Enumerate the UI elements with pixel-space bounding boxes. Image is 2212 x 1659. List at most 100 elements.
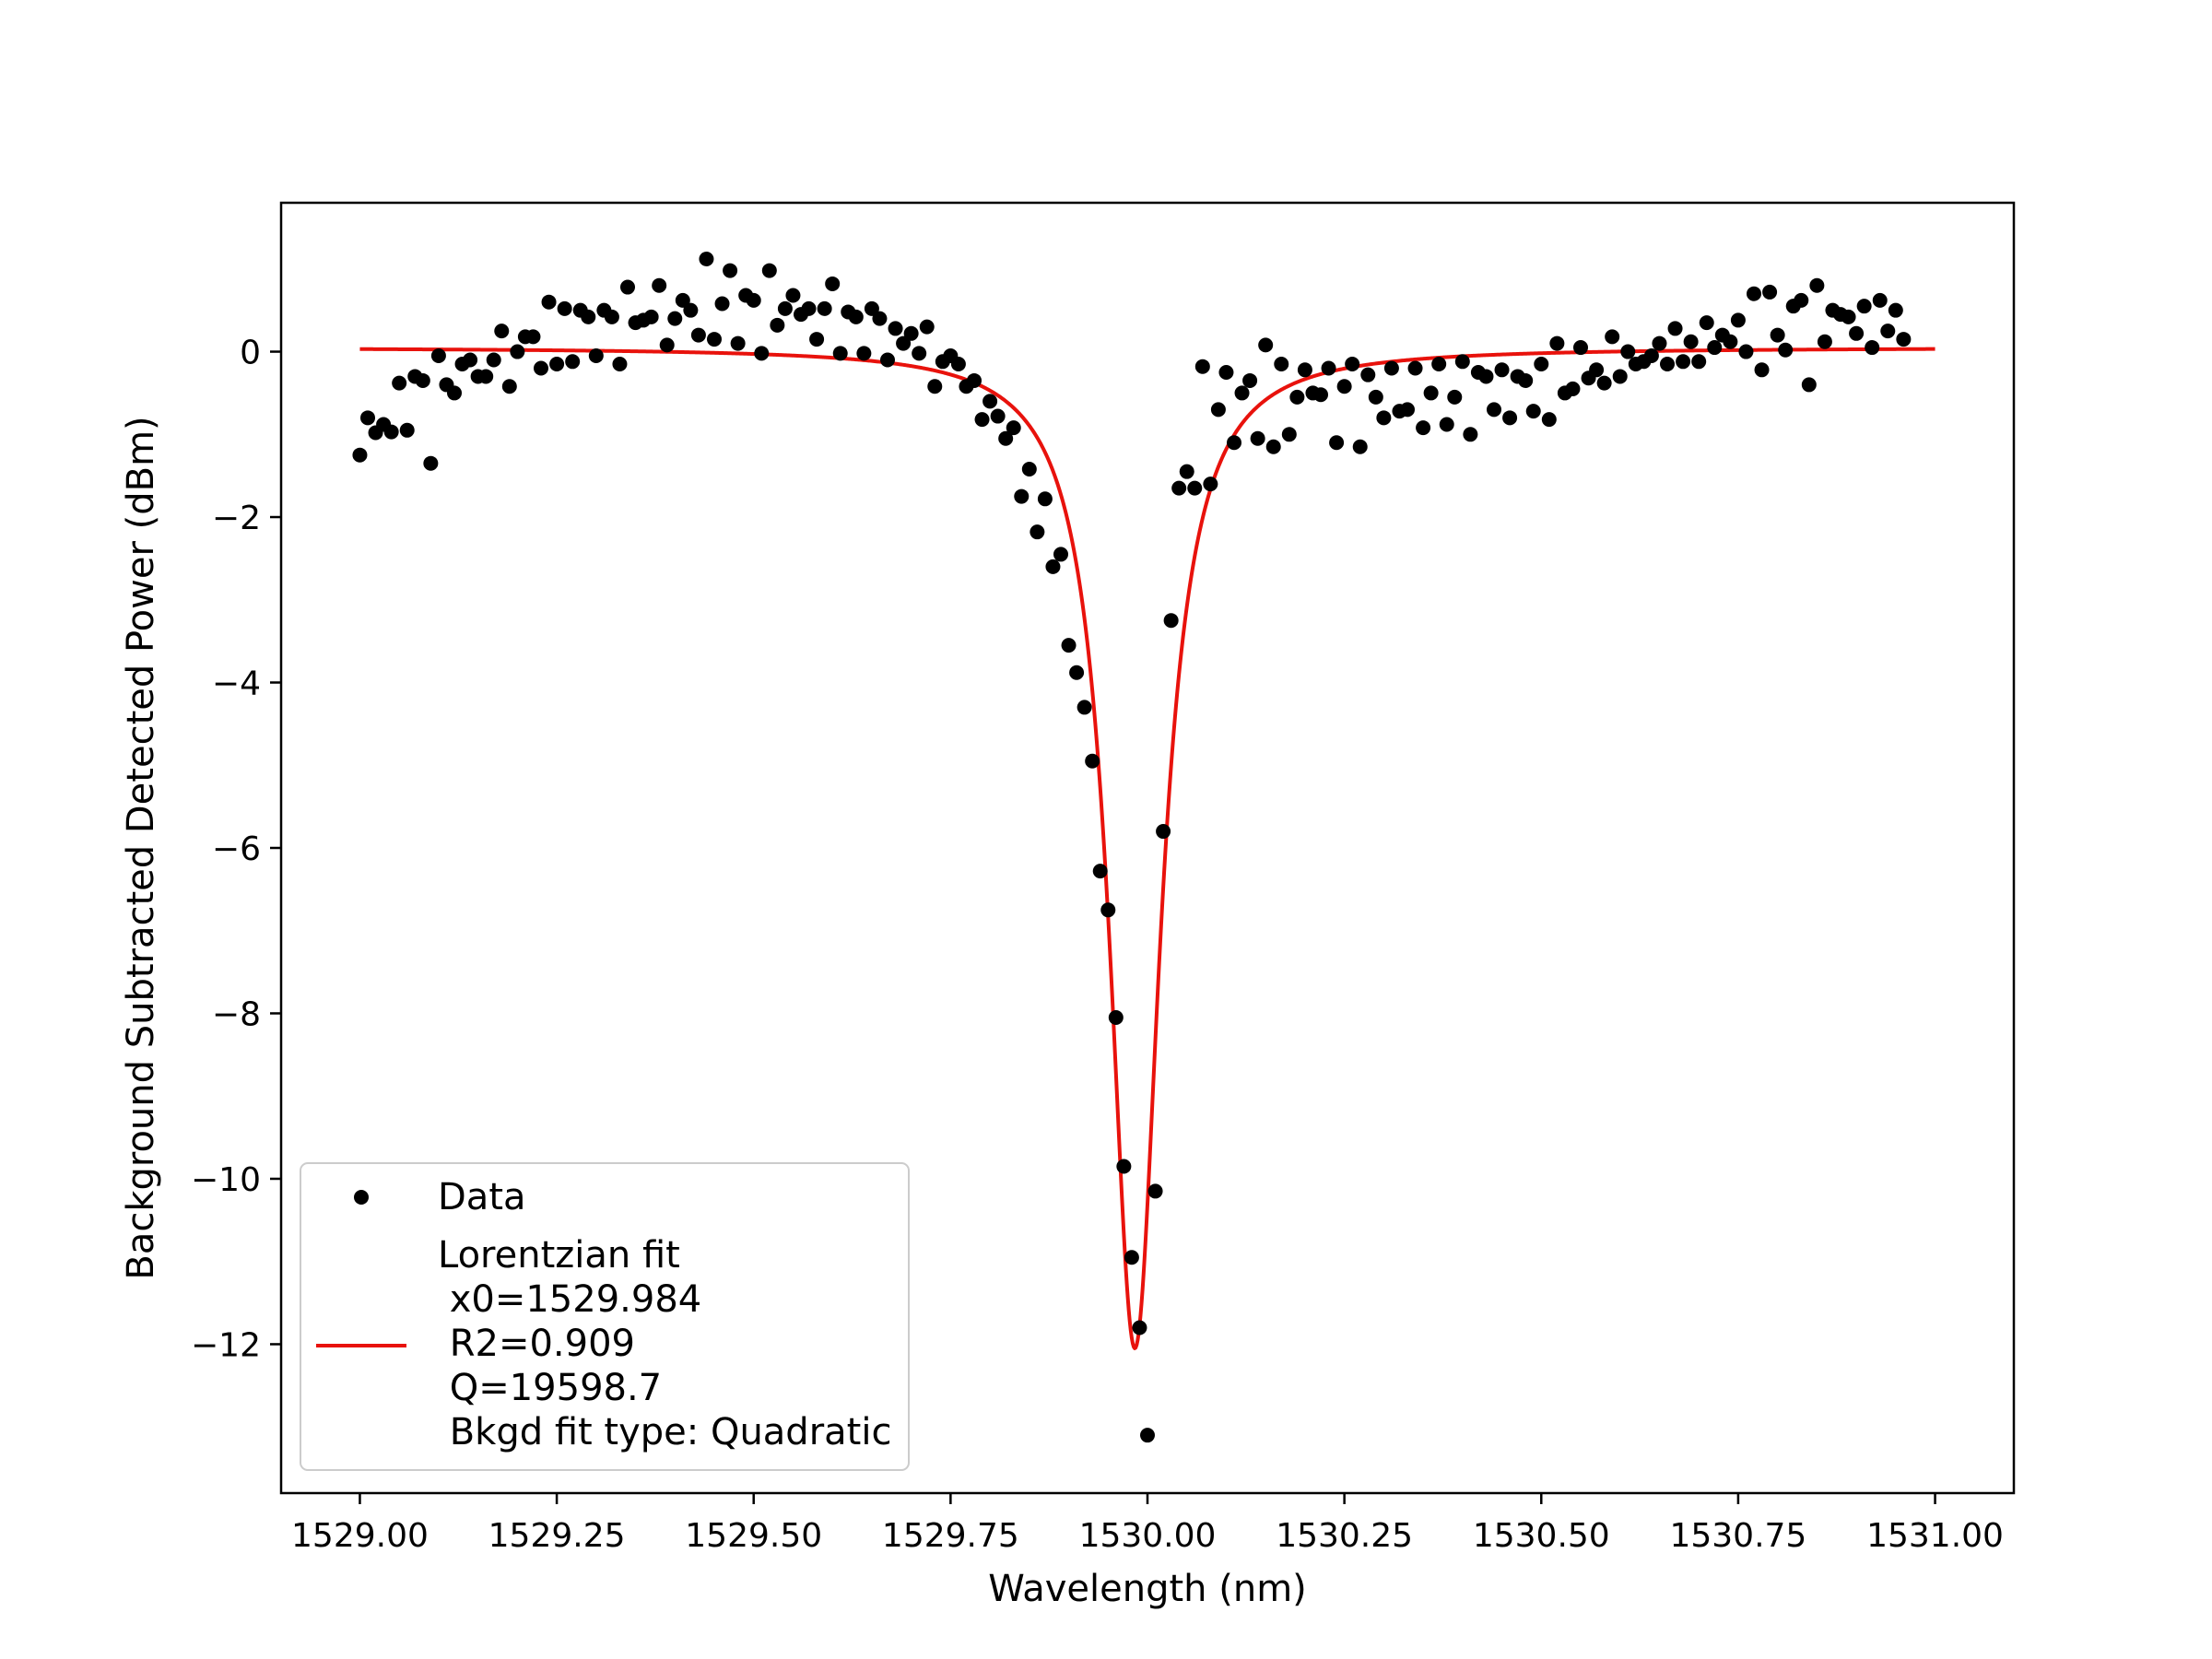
- data-point: [880, 352, 895, 368]
- data-point: [667, 311, 683, 326]
- data-point: [1132, 1320, 1147, 1335]
- data-point: [1368, 389, 1383, 405]
- legend-data-marker: [354, 1190, 369, 1205]
- data-point: [1383, 360, 1399, 376]
- data-point: [714, 296, 730, 312]
- data-point: [1667, 321, 1683, 336]
- data-point: [494, 324, 510, 339]
- data-point: [1345, 357, 1360, 371]
- data-point: [1037, 491, 1053, 507]
- data-point: [557, 300, 572, 316]
- y-tick-label: −4: [212, 665, 261, 703]
- data-point: [620, 279, 635, 295]
- data-point: [1242, 372, 1258, 388]
- x-tick-label: 1530.25: [1276, 1517, 1413, 1555]
- data-point: [383, 424, 399, 440]
- legend-fit-line-4: Q=19598.7: [438, 1367, 662, 1409]
- data-point: [864, 300, 879, 316]
- data-point: [612, 357, 628, 371]
- data-point: [770, 317, 785, 333]
- data-point: [919, 319, 935, 335]
- data-point: [801, 300, 817, 316]
- data-point: [1400, 402, 1415, 418]
- data-point: [990, 408, 1006, 424]
- x-axis-label: Wavelength (nm): [988, 1568, 1307, 1610]
- data-point: [352, 447, 368, 463]
- data-point: [1841, 309, 1856, 324]
- data-point: [1849, 325, 1865, 341]
- data-point: [1156, 824, 1171, 840]
- data-point: [856, 346, 872, 361]
- data-point: [1676, 354, 1691, 370]
- data-point: [1643, 348, 1659, 364]
- data-point: [690, 327, 706, 343]
- data-points: [352, 252, 1912, 1443]
- data-point: [1416, 420, 1431, 436]
- data-point: [1896, 332, 1912, 347]
- data-point: [549, 357, 565, 371]
- data-point: [463, 352, 478, 368]
- data-point: [1360, 367, 1376, 382]
- data-point: [565, 354, 581, 370]
- data-point: [1265, 439, 1281, 454]
- data-point: [1321, 360, 1336, 376]
- x-tick-label: 1530.75: [1669, 1517, 1806, 1555]
- data-point: [1612, 369, 1628, 384]
- data-point: [430, 348, 446, 364]
- data-point: [1297, 362, 1312, 378]
- data-point: [1179, 464, 1194, 479]
- data-point: [1565, 381, 1581, 396]
- y-tick-label: −12: [191, 1326, 261, 1364]
- data-point: [967, 372, 982, 388]
- data-point: [1116, 1159, 1132, 1174]
- legend-fit-line-1: Lorentzian fit: [438, 1234, 680, 1277]
- data-point: [1888, 302, 1903, 318]
- data-point: [486, 352, 501, 368]
- data-point: [1140, 1428, 1155, 1443]
- data-point: [982, 394, 998, 409]
- legend-fit-line-3: R2=0.909: [438, 1323, 635, 1365]
- fit-layer: [359, 347, 1936, 1350]
- data-point: [1313, 387, 1328, 403]
- data-point: [1187, 480, 1203, 496]
- data-point: [541, 294, 557, 310]
- data-point: [872, 311, 888, 326]
- data-point: [888, 321, 903, 336]
- data-point: [777, 300, 793, 316]
- data-point: [1660, 357, 1675, 371]
- data-point: [1021, 461, 1037, 477]
- data-point: [817, 300, 832, 316]
- data-point: [1747, 286, 1761, 301]
- legend-fit-label: Lorentzian fit x0=1529.984 R2=0.909 Q=19…: [438, 1234, 891, 1453]
- data-point: [1865, 340, 1880, 356]
- data-point: [1762, 284, 1778, 300]
- data-point: [707, 332, 722, 347]
- data-point: [1494, 362, 1510, 378]
- data-point: [1203, 477, 1218, 492]
- y-tick-label: −10: [191, 1161, 261, 1199]
- data-point: [1274, 357, 1289, 371]
- data-point: [501, 379, 517, 394]
- fit-curve: [359, 347, 1936, 1350]
- x-tick-label: 1529.00: [291, 1517, 429, 1555]
- data-point: [1652, 335, 1667, 351]
- data-point: [1289, 389, 1305, 405]
- data-point: [825, 276, 841, 291]
- data-point: [1817, 334, 1832, 349]
- data-point: [1092, 864, 1108, 879]
- data-point: [1163, 613, 1179, 629]
- data-point: [903, 325, 919, 341]
- data-point: [1880, 324, 1896, 339]
- data-point: [699, 252, 714, 267]
- data-point: [1723, 334, 1738, 349]
- data-point: [1234, 385, 1250, 401]
- legend-fit-line-5: Bkgd fit type: Quadratic: [438, 1411, 891, 1453]
- data-point: [746, 292, 761, 308]
- data-point: [1534, 357, 1549, 371]
- data-point: [1454, 354, 1470, 370]
- data-point: [896, 335, 912, 351]
- data-point: [1518, 372, 1534, 388]
- data-point: [1683, 334, 1699, 349]
- data-point: [761, 263, 777, 278]
- data-point: [581, 309, 596, 324]
